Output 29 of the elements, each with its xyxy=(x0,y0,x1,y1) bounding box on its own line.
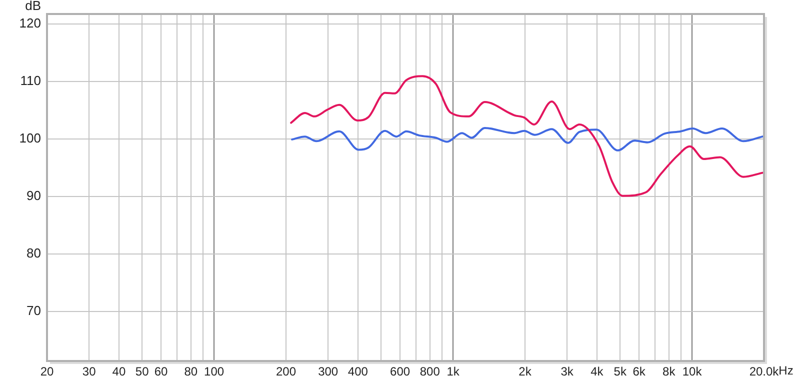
y-tick-label: 80 xyxy=(26,246,41,261)
x-tick-label: 1k xyxy=(446,364,460,379)
x-tick-label: 200 xyxy=(276,364,296,379)
x-tick-label: 50 xyxy=(135,364,150,379)
y-axis-title: dB xyxy=(25,0,41,14)
x-tick-label: 40 xyxy=(112,364,126,379)
x-tick-label: 300 xyxy=(318,364,338,379)
x-tick-label: 20 xyxy=(40,364,54,379)
y-tick-label: 90 xyxy=(26,188,41,203)
y-tick-label: 110 xyxy=(20,72,41,88)
x-tick-label: 20.0k xyxy=(749,364,780,379)
x-tick-label: 800 xyxy=(420,364,440,379)
y-tick-label: 120 xyxy=(19,15,41,30)
x-tick-label: 3k xyxy=(560,364,574,379)
x-tick-label: 30 xyxy=(82,364,96,379)
x-tick-label: 6k xyxy=(632,364,646,379)
x-tick-label: 5k xyxy=(614,364,628,379)
x-tick-label: 8k xyxy=(662,364,676,379)
x-tick-label: 60 xyxy=(154,364,168,379)
x-tick-label: 80 xyxy=(184,364,198,379)
x-tick-label: 400 xyxy=(348,364,368,379)
y-tick-label: 100 xyxy=(19,130,41,146)
x-tick-label: 600 xyxy=(390,364,410,379)
x-axis-title: Hz xyxy=(778,363,794,378)
x-tick-label: 4k xyxy=(590,364,604,379)
x-tick-label: 10k xyxy=(682,364,703,379)
x-tick-label: 100 xyxy=(204,364,224,379)
x-tick-label: 2k xyxy=(518,364,532,379)
y-tick-label: 70 xyxy=(26,303,41,318)
